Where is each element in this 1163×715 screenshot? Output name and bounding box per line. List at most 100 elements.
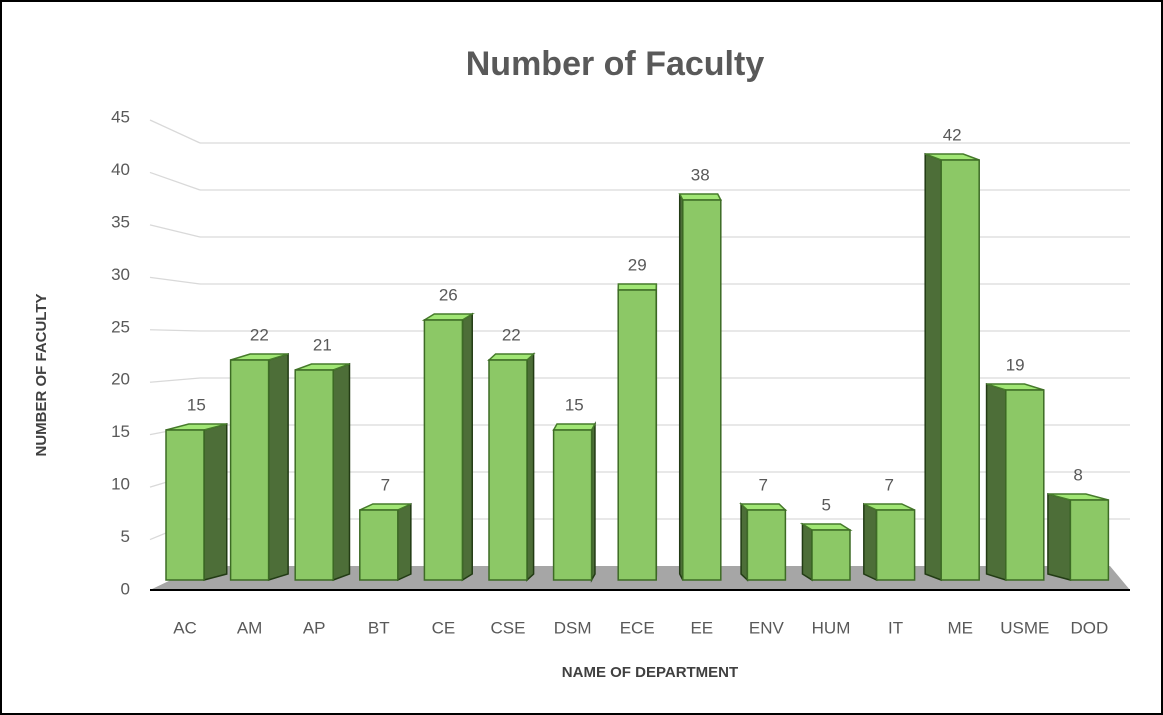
bar-front xyxy=(682,199,722,581)
x-tick-label: ECE xyxy=(620,618,655,637)
bar-top xyxy=(799,523,853,531)
value-label: 15 xyxy=(187,395,206,414)
y-tick-label: 15 xyxy=(111,422,130,441)
value-label: 19 xyxy=(1006,355,1025,374)
x-tick-label: EE xyxy=(690,618,713,637)
value-label: 7 xyxy=(381,475,390,494)
bar-front xyxy=(294,369,334,581)
bar-front xyxy=(875,509,916,581)
value-label: 15 xyxy=(565,395,584,414)
chart-title: Number of Faculty xyxy=(466,45,765,83)
bar-side xyxy=(863,502,878,582)
bar-side xyxy=(740,502,749,582)
bar-front xyxy=(1069,499,1110,581)
grid-line xyxy=(149,224,201,238)
x-tick-label: HUM xyxy=(812,618,851,637)
y-tick-label: 30 xyxy=(111,265,130,284)
bar xyxy=(487,352,536,582)
bar-front xyxy=(811,529,851,581)
y-tick-label: 35 xyxy=(111,212,130,231)
value-label: 26 xyxy=(439,285,458,304)
bar xyxy=(617,283,658,581)
value-label: 38 xyxy=(691,165,710,184)
bar-top xyxy=(617,283,658,291)
bar-top xyxy=(678,193,723,201)
bar xyxy=(863,502,916,582)
bar-side xyxy=(267,352,289,582)
bar-front xyxy=(423,319,464,581)
value-label: 22 xyxy=(250,325,269,344)
y-tick-label: 45 xyxy=(111,107,130,126)
bar xyxy=(165,423,228,581)
grid-line xyxy=(149,119,201,144)
value-label: 29 xyxy=(628,255,647,274)
bar xyxy=(294,362,351,582)
y-tick-label: 10 xyxy=(111,475,130,494)
x-tick-label: AP xyxy=(303,618,326,637)
bar-side xyxy=(985,382,1007,582)
bar-front xyxy=(1005,389,1045,581)
bar-front xyxy=(552,429,593,581)
bar xyxy=(421,312,475,582)
bar-front xyxy=(488,359,528,581)
value-label: 22 xyxy=(502,325,521,344)
bar-front xyxy=(359,509,399,581)
bar-front xyxy=(617,289,657,581)
x-tick-label: USME xyxy=(1000,618,1049,637)
value-label: 42 xyxy=(943,125,962,144)
bar-side xyxy=(801,522,813,582)
bar-side xyxy=(332,362,351,582)
bar-side xyxy=(461,312,473,582)
y-tick-label: 40 xyxy=(111,160,130,179)
value-label: 7 xyxy=(884,475,893,494)
x-axis-title: NAME OF DEPARTMENT xyxy=(562,664,738,681)
bar-front xyxy=(165,429,205,581)
bar-front xyxy=(940,159,980,581)
bar xyxy=(359,502,412,582)
x-tick-label: CSE xyxy=(491,618,526,637)
bar xyxy=(799,522,853,582)
bar xyxy=(229,352,289,582)
bar xyxy=(924,152,980,582)
value-label: 5 xyxy=(821,495,830,514)
y-tick-label: 20 xyxy=(111,370,130,389)
x-tick-label: BT xyxy=(368,618,390,637)
bar xyxy=(678,193,723,581)
x-tick-label: IT xyxy=(888,618,903,637)
x-tick-label: AM xyxy=(237,618,263,637)
grid-line xyxy=(149,276,201,285)
y-tick-label: 5 xyxy=(121,527,130,546)
value-label: 21 xyxy=(313,335,332,354)
y-axis-title: NUMBER OF FACULTY xyxy=(33,293,50,456)
bar-top xyxy=(739,503,788,511)
bar-front xyxy=(746,509,787,581)
grid-line xyxy=(149,377,201,383)
bar-top xyxy=(487,353,536,361)
bar xyxy=(985,382,1045,582)
bar-side xyxy=(1047,493,1072,581)
grid-line xyxy=(149,329,201,332)
x-tick-label: DSM xyxy=(554,618,592,637)
bar xyxy=(552,421,597,583)
x-tick-label: ME xyxy=(947,618,973,637)
x-tick-label: ENV xyxy=(749,618,785,637)
bar xyxy=(739,502,788,582)
x-tick-label: DOD xyxy=(1071,618,1109,637)
x-tick-label: CE xyxy=(432,618,456,637)
x-tick-label: AC xyxy=(173,618,197,637)
bar-side xyxy=(526,352,535,582)
bar xyxy=(1047,493,1110,581)
value-label: 7 xyxy=(759,475,768,494)
bar-top xyxy=(421,313,475,321)
y-tick-label: 0 xyxy=(121,579,130,598)
bar-side xyxy=(397,502,412,582)
bar-top xyxy=(552,423,597,431)
value-label: 8 xyxy=(1073,465,1082,484)
bar-side xyxy=(203,423,228,581)
grid-line xyxy=(149,171,201,191)
bar-front xyxy=(229,359,270,581)
bar-side xyxy=(924,152,942,582)
y-tick-label: 25 xyxy=(111,317,130,336)
